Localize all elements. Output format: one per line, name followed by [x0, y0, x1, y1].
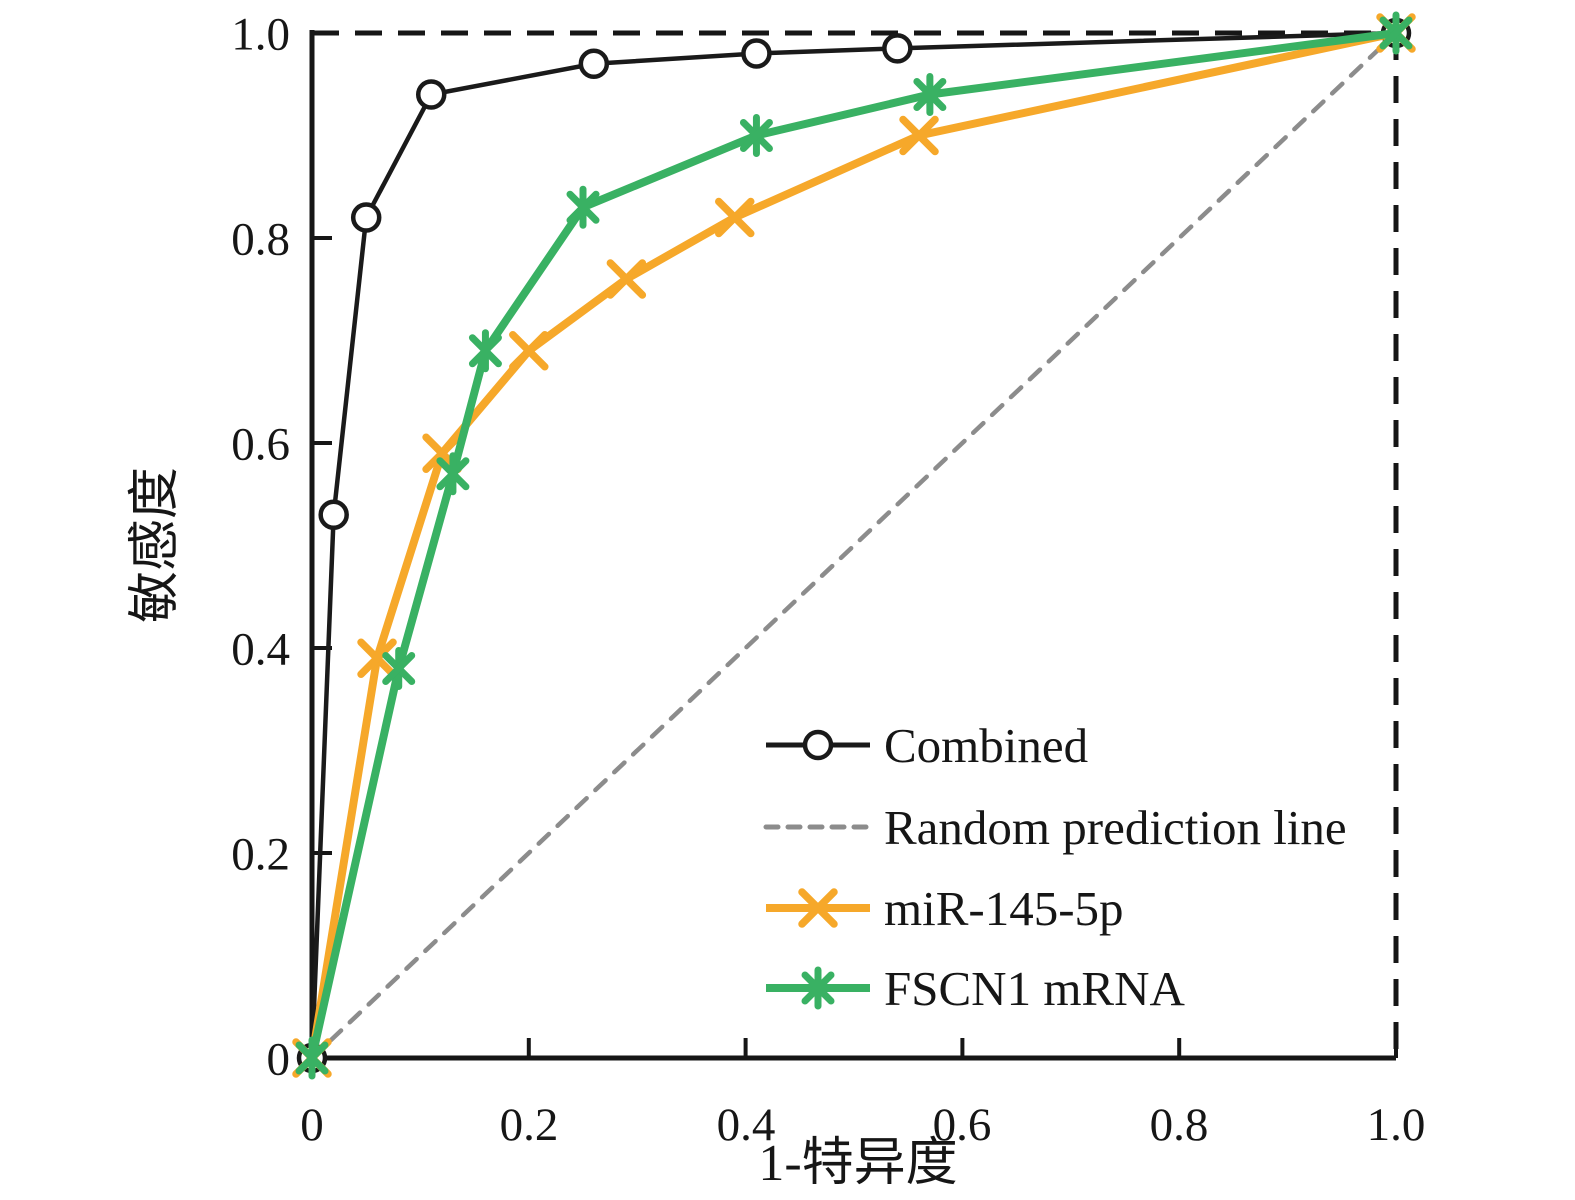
legend-label-random-prediction-line: Random prediction line	[884, 800, 1347, 855]
legend: Combined Random prediction line miR-145-…	[884, 718, 1347, 1016]
y-tick-label-0.2: 0.2	[231, 828, 290, 880]
legend-sample-2	[766, 888, 870, 928]
y-tick-label-0.6: 0.6	[231, 418, 290, 470]
x-tick-label-0: 0	[300, 1099, 324, 1151]
legend-samples	[763, 729, 873, 1010]
series-random-prediction-line	[309, 30, 1399, 1061]
x-tick-label-0.8: 0.8	[1150, 1099, 1209, 1151]
legend-label-combined: Combined	[884, 718, 1088, 773]
y-tick-labels: 0 0.2 0.4 0.6 0.8 1.0	[231, 8, 290, 1085]
x-tick-label-0.4: 0.4	[717, 1099, 776, 1151]
series-fscn1-mrna	[295, 11, 1413, 1080]
y-tick-label-0.8: 0.8	[231, 213, 290, 265]
y-tick-label-1.0: 1.0	[231, 8, 290, 60]
legend-sample-3	[766, 966, 870, 1010]
legend-sample-0	[766, 729, 870, 761]
y-tick-label-0: 0	[267, 1033, 291, 1085]
x-tick-label-0.2: 0.2	[500, 1099, 559, 1151]
plot-frame	[309, 30, 1399, 1061]
x-tick-labels: 0 0.2 0.4 0.6 0.8 1.0	[300, 1099, 1425, 1151]
y-axis-title: 敏感度	[127, 467, 184, 623]
x-tick-label-1.0: 1.0	[1367, 1099, 1426, 1151]
legend-label-fscn1-mrna: FSCN1 mRNA	[884, 961, 1186, 1016]
series-layer	[292, 11, 1416, 1080]
y-tick-label-0.4: 0.4	[231, 623, 290, 675]
x-axis-title: 1-特异度	[758, 1135, 957, 1192]
legend-label-mir-145-5p: miR-145-5p	[884, 881, 1124, 936]
x-tick-label-0.6: 0.6	[933, 1099, 992, 1151]
